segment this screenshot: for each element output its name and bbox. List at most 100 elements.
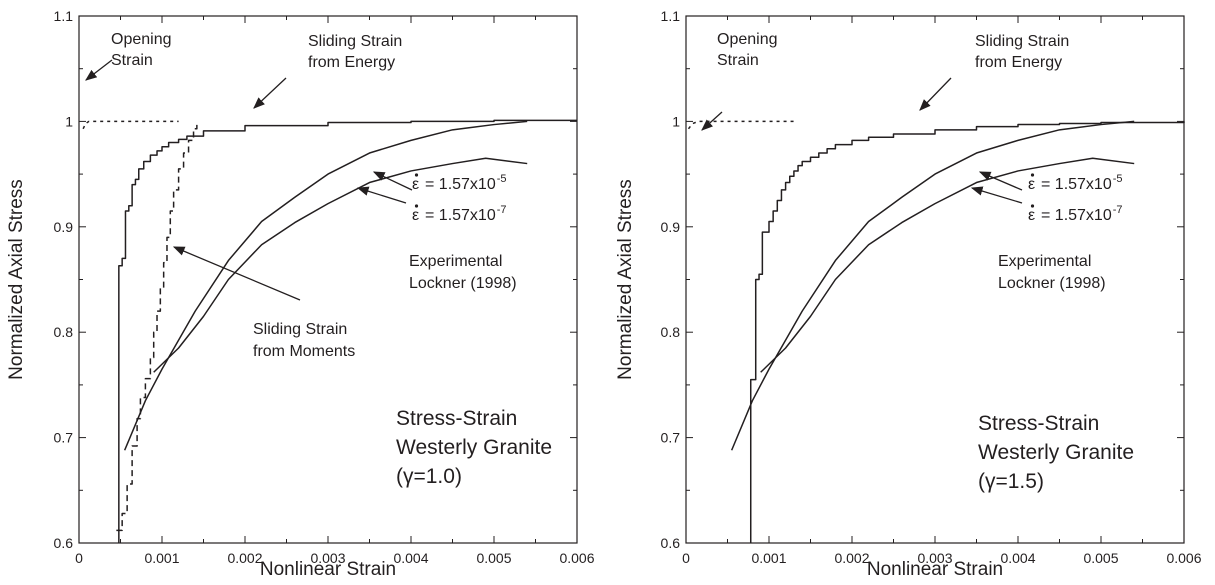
annotation-3: ε = 1.57x10 -5 [978,171,1123,193]
annotation-5: Experimental Lockner (1998) [998,253,1106,292]
series-line-3-dashed [116,121,198,532]
series-line-3-solid [730,120,1135,451]
y-tick-label: 0.9 [54,219,74,235]
annotation-line: Sliding Strain [308,33,402,50]
x-tick-label: 0.001 [144,550,179,566]
annotation-arrow [85,59,113,81]
x-tick-label: 0.006 [1166,550,1201,566]
annotation-1: Opening Strain [85,31,172,81]
y-tick-label: 0.8 [661,324,681,340]
strain-rate-text: = 1.57x10 [425,207,496,224]
x-axis-title: Nonlinear Strain [867,559,1003,580]
annotation-line: Opening [111,31,172,48]
annotation-line: from Energy [975,54,1062,71]
x-tick-label: 0.005 [1083,550,1118,566]
x-tick-label: 0.001 [751,550,786,566]
series-line-4-solid [123,120,528,451]
x-tick-label: 0.006 [559,550,594,566]
series-line-1-dotted [82,120,179,130]
description-text: Stress-Strain Westerly Granite (γ=1.5) [978,412,1134,493]
y-tick-label: 0.8 [54,324,74,340]
description-line: (γ=1.5) [978,470,1044,493]
annotation-2: Sliding Strain from Energy [253,33,402,109]
annotation-line: Opening [717,31,778,48]
strain-rate-dot [1030,204,1035,208]
strain-rate-text: = 1.57x10 [425,176,496,193]
strain-rate-exponent: -5 [1113,173,1123,185]
description-line: Stress-Strain [978,412,1099,435]
strain-rate-dot [1030,173,1035,177]
annotation-line: Sliding Strain [975,33,1069,50]
annotation-arrow [356,186,407,204]
strain-rate-exponent: -5 [497,173,507,185]
y-tick-label: 0.7 [661,430,681,446]
strain-rate-dot [414,173,419,177]
description-line: Westerly Granite [396,436,552,459]
y-tick-label: 0.9 [661,219,681,235]
y-tick-label: 1.1 [54,8,74,24]
y-tick-label: 1 [65,113,73,129]
annotation-line: Lockner (1998) [409,275,517,292]
annotation-line: Lockner (1998) [998,275,1106,292]
series-line-2-solid [118,119,577,543]
description-line: Westerly Granite [978,441,1134,464]
chart-panel-1: 0 0.001 0.002 0.003 0.004 0.005 0.006 0.6 0.7 0.8… [6,8,595,580]
annotation-line: Experimental [409,253,502,270]
strain-rate-dot [414,204,419,208]
description-line: (γ=1.0) [396,465,462,488]
description-line: Stress-Strain [396,407,517,430]
x-tick-label: 0.005 [476,550,511,566]
annotation-2: Sliding Strain from Energy [919,33,1069,111]
strain-rate-exponent: -7 [497,204,507,216]
annotation-line: from Energy [308,54,395,71]
strain-rate-symbol: ε [412,176,419,193]
annotation-1: Opening Strain [701,31,778,131]
y-tick-label: 0.6 [54,535,74,551]
y-tick-label: 0.7 [54,430,74,446]
x-tick-label: 0 [75,550,83,566]
annotation-line: Sliding Strain [253,321,347,338]
y-axis-title: Normalized Axial Stress [6,179,27,380]
annotation-arrow [253,77,287,109]
annotation-4: ε = 1.57x10 -7 [356,186,507,224]
strain-rate-text: = 1.57x10 [1041,207,1112,224]
series-line-2-solid [749,121,1185,543]
annotation-arrow [701,111,723,131]
x-tick-label: 0.003 [917,550,952,566]
annotation-arrow [970,186,1023,204]
annotation-5: Experimental Lockner (1998) [409,253,517,292]
x-tick-label: 0.002 [227,550,262,566]
strain-rate-symbol: ε [1028,176,1035,193]
x-tick-label: 0.003 [310,550,345,566]
x-tick-label: 0.004 [393,550,428,566]
annotation-line: Experimental [998,253,1091,270]
strain-rate-symbol: ε [412,207,419,224]
y-tick-label: 1.1 [661,8,681,24]
annotation-4: ε = 1.57x10 -7 [970,186,1123,224]
annotation-arrow [372,171,413,191]
annotation-line: Strain [111,52,153,69]
annotation-6: Sliding Strain from Moments [172,246,355,360]
x-axis-title: Nonlinear Strain [260,559,396,580]
y-axis-title: Normalized Axial Stress [615,179,636,380]
annotation-arrow [919,77,952,111]
annotation-arrow [978,171,1023,191]
strain-rate-symbol: ε [1028,207,1035,224]
annotation-arrow [172,246,301,301]
annotation-line: Strain [717,52,759,69]
description-text: Stress-Strain Westerly Granite (γ=1.0) [396,407,552,488]
annotation-3: ε = 1.57x10 -5 [372,171,507,193]
chart-panel-2: 0 0.001 0.002 0.003 0.004 0.005 0.006 0.6 0.7 0.8… [615,8,1202,580]
x-tick-label: 0 [682,550,690,566]
series-line-5-solid [153,157,528,373]
strain-rate-exponent: -7 [1113,204,1123,216]
y-tick-label: 0.6 [661,535,681,551]
y-tick-label: 1 [672,113,680,129]
strain-rate-text: = 1.57x10 [1041,176,1112,193]
x-tick-label: 0.004 [1000,550,1035,566]
annotation-line: from Moments [253,343,355,360]
series-line-4-solid [760,157,1135,373]
x-tick-label: 0.002 [834,550,869,566]
